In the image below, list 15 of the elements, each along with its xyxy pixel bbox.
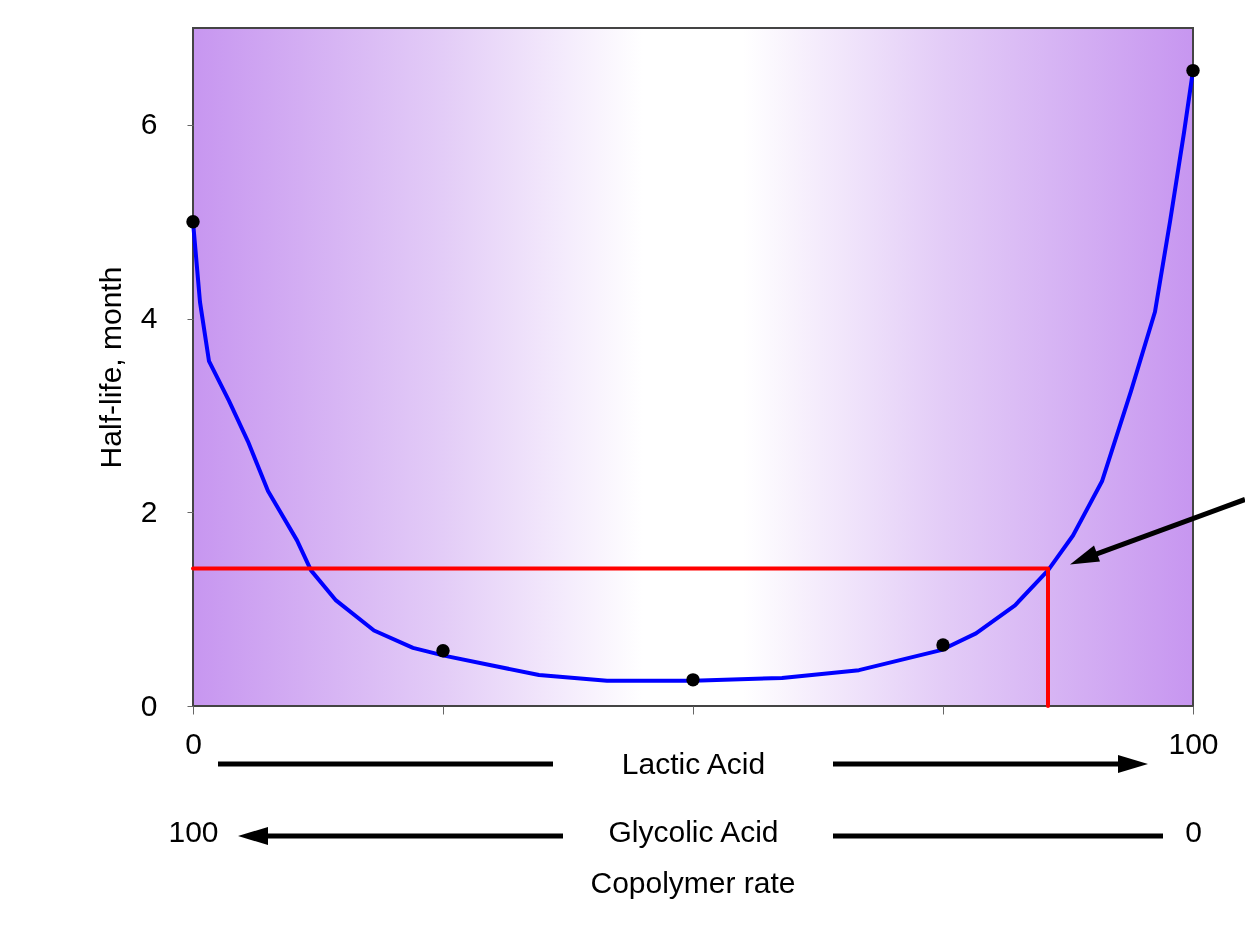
- y-tick-label: 4: [140, 301, 158, 335]
- point: [936, 638, 950, 652]
- text: Copolymer rate: [590, 866, 796, 899]
- y-tick-label: 2: [140, 494, 158, 528]
- point: [686, 673, 700, 687]
- y-axis-title: Half-life, month: [93, 266, 127, 469]
- x2-tick-label: 0: [1185, 814, 1202, 848]
- y-tick-label: 0: [140, 688, 158, 722]
- x2-axis-title: Glycolic Acid: [608, 814, 779, 848]
- x2-tick-label: 100: [168, 814, 219, 848]
- point: [1186, 63, 1200, 78]
- x-axis-title: Lactic Acid: [621, 746, 766, 780]
- point: [186, 215, 200, 229]
- y-tick-label: 6: [140, 107, 158, 141]
- point: [436, 644, 450, 658]
